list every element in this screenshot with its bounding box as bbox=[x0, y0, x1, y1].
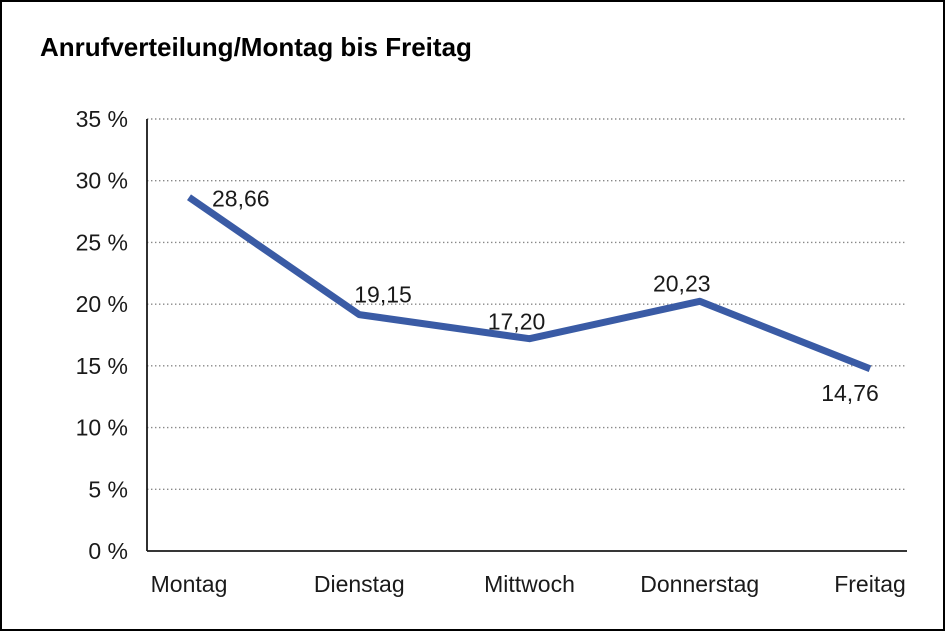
x-category-label: Donnerstag bbox=[640, 571, 759, 597]
data-point-label: 28,66 bbox=[212, 185, 270, 211]
x-axis-category-labels: Montag Dienstag Mittwoch Donnerstag Freitag bbox=[151, 571, 906, 597]
y-tick-label: 20 % bbox=[76, 291, 128, 317]
data-point-label: 19,15 bbox=[354, 282, 412, 308]
x-category-label: Mittwoch bbox=[484, 571, 575, 597]
x-category-label: Dienstag bbox=[314, 571, 405, 597]
chart-title: Anrufverteilung/Montag bis Freitag bbox=[40, 32, 472, 62]
series-polyline bbox=[187, 194, 872, 373]
y-axis-tick-labels: 0 % 5 % 10 % 15 % 20 % 25 % 30 % 35 % bbox=[76, 106, 128, 564]
data-point-label: 20,23 bbox=[653, 270, 711, 296]
x-category-label: Montag bbox=[151, 571, 228, 597]
y-tick-label: 10 % bbox=[76, 415, 128, 441]
data-series-line bbox=[187, 194, 872, 373]
y-tick-label: 15 % bbox=[76, 353, 128, 379]
axes bbox=[146, 119, 907, 552]
y-tick-label: 5 % bbox=[88, 476, 128, 502]
gridlines bbox=[147, 118, 907, 490]
data-point-label: 14,76 bbox=[821, 380, 879, 406]
y-tick-label: 30 % bbox=[76, 168, 128, 194]
data-point-label: 17,20 bbox=[488, 309, 546, 335]
y-tick-label: 0 % bbox=[88, 538, 128, 564]
y-tick-label: 25 % bbox=[76, 229, 128, 255]
y-tick-label: 35 % bbox=[76, 106, 128, 132]
data-point-labels: 28,66 19,15 17,20 20,23 14,76 bbox=[212, 185, 879, 406]
x-category-label: Freitag bbox=[834, 571, 906, 597]
